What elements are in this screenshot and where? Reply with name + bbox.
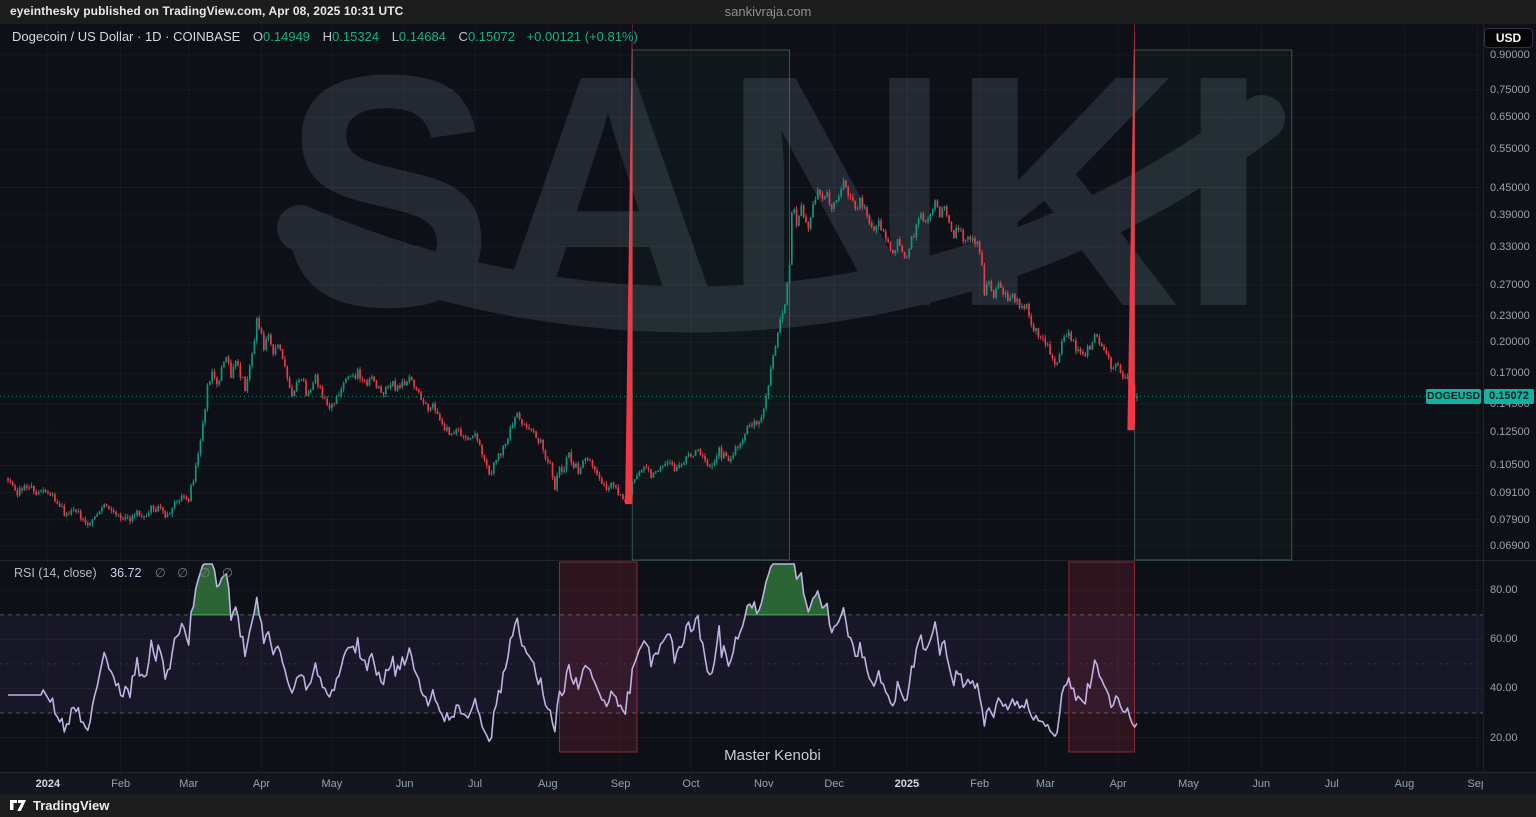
time-tick: Sep [1467,778,1483,790]
time-axis-corner [1483,772,1536,795]
rsi-title: RSI (14, close) [14,566,97,580]
rsi-overbought-fill [744,563,829,616]
rsi-line [8,563,1138,743]
time-tick: Dec [824,778,844,790]
low-label: L [391,29,399,44]
time-tick: Feb [970,778,990,790]
price-axis[interactable]: 0.90000 0.75000 0.65000 0.55000 0.45000 0.390… [1483,24,1536,772]
attribution-text: eyeinthesky published on TradingView.com… [10,4,404,18]
time-tick: Apr [252,778,271,790]
rsi-value: 36.72 [110,566,142,580]
site-name: sankivraja.com [724,4,812,19]
close-value: 0.15072 [467,29,515,44]
time-tick: May [321,778,343,790]
price-tick: 0.06900 [1490,539,1530,552]
time-tick: Mar [1035,778,1055,790]
symbol-title: Dogecoin / US Dollar · 1D · COINBASE [12,29,241,44]
currency-toggle-button[interactable]: USD [1484,28,1533,48]
price-tick: 0.65000 [1490,111,1530,124]
time-tick: Jun [1252,778,1271,790]
price-tick: 0.33000 [1490,240,1530,253]
long-zone-box [631,49,790,561]
low-value: 0.14684 [398,29,446,44]
time-tick: Oct [682,778,700,790]
rsi-tick: 40.00 [1490,682,1518,695]
price-tick: 0.17000 [1490,367,1530,380]
price-tick: 0.55000 [1490,143,1530,156]
time-tick: Jun [395,778,414,790]
time-tick: Aug [1394,778,1415,790]
long-zone-box [1134,49,1293,561]
rsi-tick: 20.00 [1490,731,1518,744]
time-tick: Feb [111,778,131,790]
time-tick: Jul [468,778,483,790]
rsi-tick: 80.00 [1490,584,1518,597]
price-tick: 0.07900 [1490,513,1530,526]
close-label: C [458,29,468,44]
time-tick: 2025 [894,778,920,790]
time-tick: Mar [179,778,199,790]
price-tick: 0.20000 [1490,336,1530,349]
short-zone-box [559,561,638,753]
price-tick: 0.12500 [1490,426,1530,439]
tradingview-logo[interactable] [10,798,27,813]
price-tick: 0.10500 [1490,459,1530,472]
last-price-ticker-flag: DOGEUSD [1426,389,1481,404]
chart-note: Master Kenobi [724,747,821,764]
short-zone-box [1068,561,1136,753]
rsi-tick: 60.00 [1490,633,1518,646]
time-tick: Sep [610,778,631,790]
brand-text: TradingView [33,798,110,813]
symbol-legend[interactable]: Dogecoin / US Dollar · 1D · COINBASE O0.… [12,29,638,44]
change-value: +0.00121 (+0.81%) [526,29,638,44]
open-label: O [252,29,264,44]
footer-bar: TradingView [0,795,1536,817]
price-tick: 0.23000 [1490,309,1530,322]
open-value: 0.14949 [263,29,311,44]
price-tick: 0.45000 [1490,181,1530,194]
time-tick: May [1178,778,1199,790]
high-value: 0.15324 [332,29,380,44]
top-bar: eyeinthesky published on TradingView.com… [0,0,1536,24]
price-tick: 0.90000 [1490,49,1530,62]
buy-signal-arrow [619,0,633,505]
price-tick: 0.27000 [1490,279,1530,292]
last-price-flag: 0.15072 [1484,389,1534,404]
rsi-legend[interactable]: RSI (14, close) 36.72 ∅ ∅ ∅ ∅ [14,565,237,580]
time-tick: 2024 [35,778,61,790]
price-tick: 0.75000 [1490,83,1530,96]
time-tick: Aug [538,778,558,790]
time-tick: Apr [1109,778,1127,790]
rsi-hidden-values: ∅ ∅ ∅ ∅ [154,566,237,580]
buy-signal-arrow [1121,0,1135,431]
price-tick: 0.39000 [1490,208,1530,221]
high-label: H [322,29,333,44]
price-tick: 0.09100 [1490,486,1530,499]
time-tick: Jul [1324,778,1339,790]
time-axis[interactable]: 2024 Feb Mar Apr May Jun Jul Aug Sep Oct Nov Dec 202… [0,772,1483,795]
time-tick: Nov [753,778,774,790]
